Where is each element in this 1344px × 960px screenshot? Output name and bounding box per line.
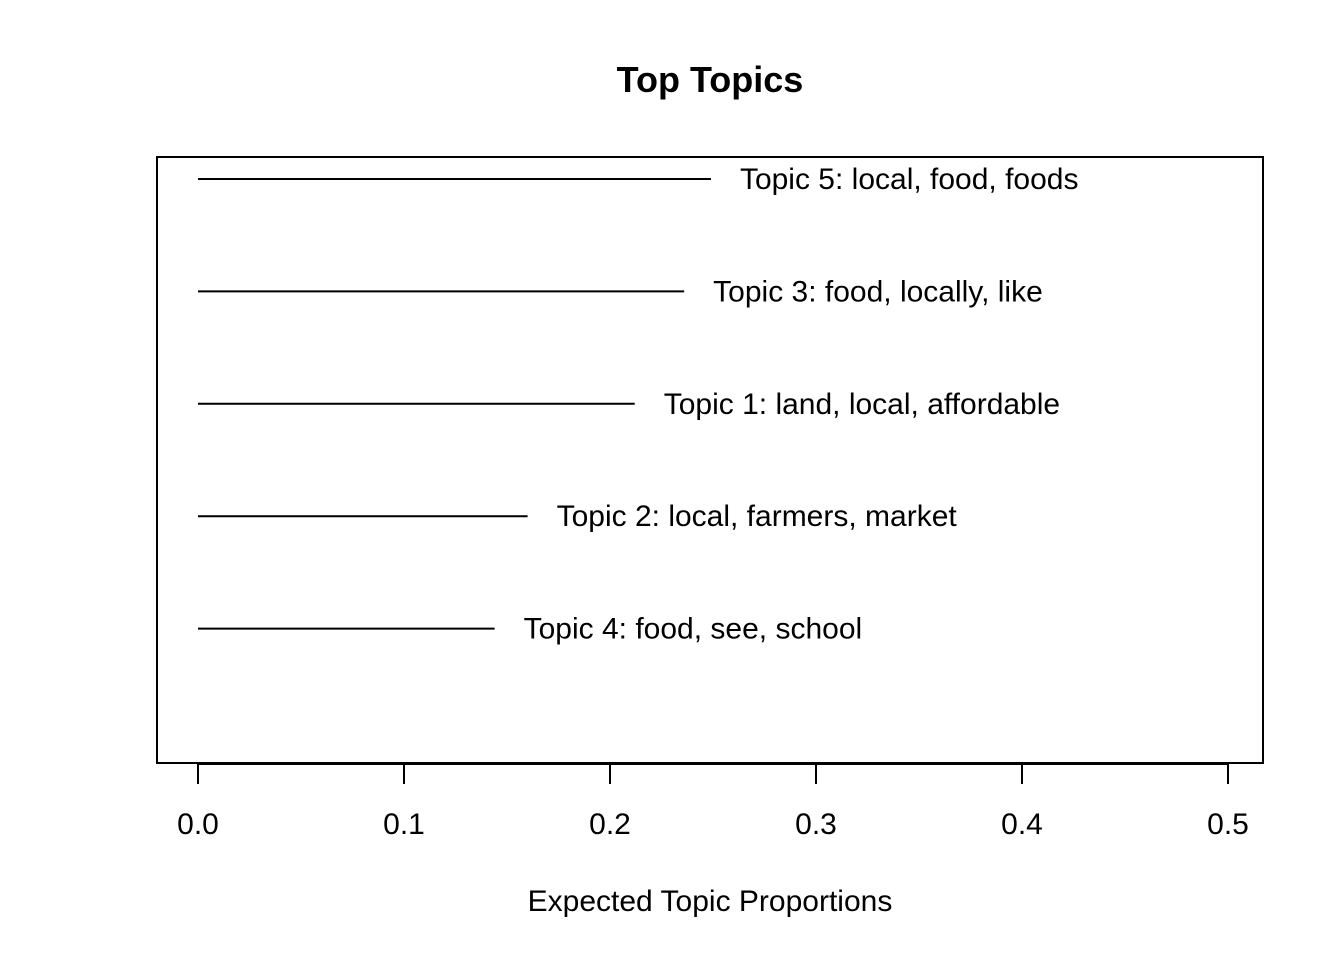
- chart-title: Top Topics: [617, 59, 804, 100]
- x-tick-label: 0.0: [177, 808, 219, 841]
- bars-layer: Topic 5: local, food, foods Topic 3: food…: [198, 163, 1078, 646]
- x-axis: 0.0 0.1 0.2 0.3 0.4 0.5: [177, 763, 1249, 841]
- x-tick-label: 0.3: [795, 808, 837, 841]
- x-tick-label: 0.5: [1207, 808, 1249, 841]
- x-axis-label: Expected Topic Proportions: [528, 885, 893, 918]
- topic-bar-label: Topic 1: land, local, affordable: [664, 388, 1060, 421]
- plot-frame: [156, 156, 1264, 764]
- x-tick-label: 0.1: [383, 808, 425, 841]
- topic-bar-label: Topic 5: local, food, foods: [740, 163, 1079, 196]
- x-tick-label: 0.4: [1001, 808, 1043, 841]
- topic-bar-label: Topic 2: local, farmers, market: [557, 500, 958, 533]
- topic-bar-label: Topic 4: food, see, school: [524, 613, 863, 646]
- topic-bar-label: Topic 3: food, locally, like: [713, 275, 1043, 308]
- x-tick-label: 0.2: [589, 808, 631, 841]
